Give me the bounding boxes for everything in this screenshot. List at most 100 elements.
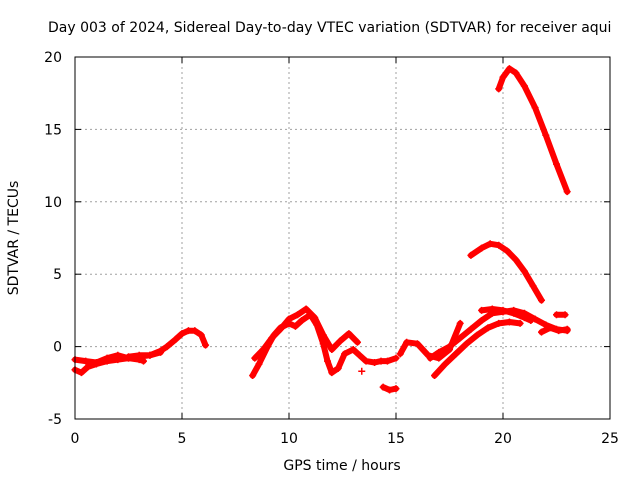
series-arc-10 <box>478 305 535 325</box>
data-point <box>441 360 449 368</box>
x-tick-label: 0 <box>71 431 80 447</box>
chart-title: Day 003 of 2024, Sidereal Day-to-day VTE… <box>48 20 611 36</box>
data-point <box>456 334 464 342</box>
data-point <box>77 369 85 377</box>
data-point <box>516 319 524 327</box>
x-tick-label: 15 <box>387 431 405 447</box>
y-tick-label: 5 <box>53 267 62 283</box>
data-point <box>495 85 503 93</box>
data-point <box>336 337 344 345</box>
data-point <box>531 104 539 112</box>
data-point <box>383 357 391 365</box>
tick-layer: 0 5 10 15 20 25 -5 0 5 10 15 20 <box>44 50 619 447</box>
data-point <box>249 372 257 380</box>
data-point <box>172 335 180 343</box>
data-point <box>403 338 411 346</box>
data-point <box>324 357 332 365</box>
data-point <box>463 340 471 348</box>
data-point <box>302 305 310 313</box>
series-arc-5 <box>251 305 361 362</box>
x-tick-label: 20 <box>494 431 512 447</box>
data-point <box>426 354 434 362</box>
data-point <box>538 328 546 336</box>
data-point <box>259 345 267 353</box>
series-arc-6 <box>379 383 400 394</box>
data-point <box>268 334 276 342</box>
data-point <box>341 350 349 358</box>
x-tick-label: 25 <box>601 431 619 447</box>
data-point <box>431 372 439 380</box>
data-point <box>510 309 518 317</box>
data-point <box>285 315 293 323</box>
data-point <box>484 324 492 332</box>
data-point <box>82 357 90 365</box>
data-point <box>542 131 550 139</box>
y-tick-label: 20 <box>44 50 62 66</box>
data-point <box>563 188 571 196</box>
data-point <box>345 330 353 338</box>
data-point <box>377 357 385 365</box>
series-line <box>397 320 464 362</box>
data-point <box>503 247 511 255</box>
data-point <box>371 359 379 367</box>
data-point <box>328 369 336 377</box>
data-point <box>114 351 122 359</box>
data-point <box>392 354 400 362</box>
data-point <box>546 324 554 332</box>
data-layer <box>71 65 571 394</box>
data-point <box>349 345 357 353</box>
data-point <box>191 327 199 335</box>
series-isolated <box>358 367 366 375</box>
series-arc-13 <box>467 240 546 304</box>
data-point <box>538 296 546 304</box>
data-point <box>495 241 503 249</box>
series-line <box>467 240 545 304</box>
data-point <box>135 351 143 359</box>
data-point <box>146 351 154 359</box>
data-point <box>139 357 147 365</box>
data-point <box>178 330 186 338</box>
series-arc-11 <box>538 324 571 336</box>
data-point <box>520 267 528 275</box>
data-point <box>356 351 364 359</box>
data-point <box>353 338 361 346</box>
plot-frame <box>74 56 611 420</box>
data-point <box>125 353 132 361</box>
data-point <box>505 318 513 326</box>
data-point <box>478 306 486 314</box>
data-point <box>456 319 464 327</box>
data-point <box>520 82 528 90</box>
data-point <box>202 341 210 349</box>
series-arc-3 <box>125 327 210 361</box>
data-point <box>276 325 284 333</box>
data-point <box>478 317 486 325</box>
series-arc-12 <box>553 311 569 319</box>
y-tick-label: -5 <box>48 412 62 428</box>
data-point <box>529 282 537 290</box>
series-line <box>495 65 571 195</box>
data-point <box>520 314 528 322</box>
data-point <box>563 325 571 333</box>
series-arc-8 <box>431 318 524 380</box>
data-point <box>184 327 192 335</box>
data-point <box>103 354 111 362</box>
data-point <box>291 322 299 330</box>
data-point <box>379 383 387 391</box>
data-point <box>396 350 404 358</box>
data-point <box>255 360 263 368</box>
y-tick-label: 15 <box>44 122 62 138</box>
data-point <box>362 357 370 365</box>
data-point <box>294 311 302 319</box>
data-point <box>452 350 460 358</box>
data-point <box>505 65 513 73</box>
data-point <box>561 311 569 319</box>
data-point <box>386 386 394 394</box>
data-point <box>311 314 319 322</box>
data-point <box>486 240 494 248</box>
data-point <box>512 256 520 264</box>
data-point <box>319 331 327 339</box>
data-point <box>298 317 306 325</box>
data-point <box>163 343 171 351</box>
y-tick-label: 10 <box>44 195 62 211</box>
